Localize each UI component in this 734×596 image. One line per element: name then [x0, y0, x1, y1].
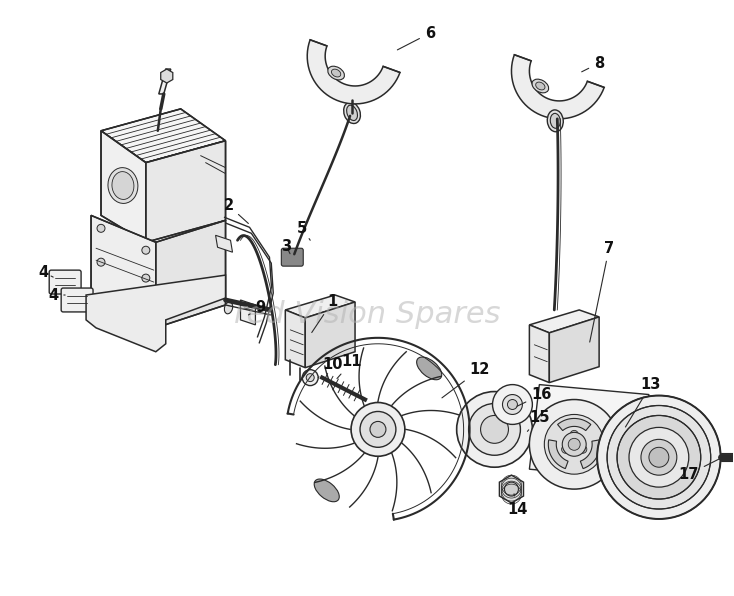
Polygon shape — [241, 300, 255, 325]
Polygon shape — [529, 325, 549, 383]
Ellipse shape — [108, 167, 138, 203]
Circle shape — [503, 395, 523, 414]
Polygon shape — [548, 440, 568, 468]
Circle shape — [97, 258, 105, 266]
Polygon shape — [512, 55, 604, 119]
Ellipse shape — [536, 82, 545, 90]
Ellipse shape — [579, 445, 586, 454]
Polygon shape — [161, 69, 172, 83]
Text: 4: 4 — [48, 287, 65, 303]
Ellipse shape — [314, 479, 339, 502]
Polygon shape — [91, 215, 156, 328]
Circle shape — [568, 438, 580, 451]
Circle shape — [481, 415, 509, 443]
Ellipse shape — [562, 445, 570, 454]
Circle shape — [562, 432, 586, 457]
Polygon shape — [156, 221, 225, 328]
Polygon shape — [308, 40, 400, 104]
Polygon shape — [101, 131, 146, 242]
Text: 14: 14 — [507, 494, 528, 517]
Polygon shape — [305, 302, 355, 368]
Circle shape — [504, 482, 518, 496]
Ellipse shape — [417, 357, 442, 380]
Text: 16: 16 — [517, 387, 551, 406]
Circle shape — [370, 421, 386, 437]
Polygon shape — [549, 317, 599, 383]
FancyBboxPatch shape — [61, 288, 93, 312]
Text: 15: 15 — [528, 410, 550, 432]
Ellipse shape — [532, 79, 548, 93]
Ellipse shape — [550, 113, 560, 128]
Circle shape — [142, 246, 150, 254]
Circle shape — [142, 274, 150, 282]
Circle shape — [457, 392, 532, 467]
Circle shape — [607, 405, 711, 509]
Text: 12: 12 — [442, 362, 490, 398]
Text: 13: 13 — [625, 377, 661, 427]
Circle shape — [649, 448, 669, 467]
Circle shape — [545, 414, 604, 474]
Polygon shape — [286, 310, 305, 368]
Text: 3: 3 — [281, 239, 291, 254]
Circle shape — [507, 399, 517, 409]
Polygon shape — [529, 310, 599, 333]
Circle shape — [493, 384, 532, 424]
Ellipse shape — [225, 302, 233, 314]
Text: 17: 17 — [679, 458, 720, 482]
Ellipse shape — [570, 430, 578, 438]
Text: 6: 6 — [397, 26, 435, 50]
Polygon shape — [581, 440, 600, 468]
Text: 10: 10 — [318, 357, 342, 378]
Circle shape — [351, 402, 405, 457]
Circle shape — [529, 399, 619, 489]
Ellipse shape — [332, 69, 341, 77]
Polygon shape — [216, 235, 233, 252]
Circle shape — [629, 427, 688, 487]
Text: 8: 8 — [581, 55, 604, 72]
FancyBboxPatch shape — [49, 270, 81, 294]
Circle shape — [302, 370, 318, 386]
Text: red Vision Spares: red Vision Spares — [233, 300, 501, 330]
Circle shape — [597, 396, 721, 519]
Polygon shape — [159, 69, 171, 94]
Circle shape — [641, 439, 677, 475]
Text: 5: 5 — [297, 221, 310, 240]
Polygon shape — [146, 141, 225, 242]
Ellipse shape — [346, 105, 357, 120]
Polygon shape — [101, 109, 225, 163]
FancyBboxPatch shape — [281, 248, 303, 266]
Polygon shape — [286, 295, 355, 318]
Circle shape — [468, 403, 520, 455]
Polygon shape — [558, 418, 591, 430]
Ellipse shape — [112, 172, 134, 200]
Text: 7: 7 — [589, 241, 614, 342]
Text: 2: 2 — [223, 198, 248, 224]
Polygon shape — [499, 475, 523, 503]
Text: 11: 11 — [337, 354, 363, 378]
Polygon shape — [86, 275, 225, 352]
Circle shape — [360, 411, 396, 448]
Circle shape — [97, 224, 105, 232]
Ellipse shape — [548, 110, 563, 132]
Text: 9: 9 — [248, 300, 266, 315]
Circle shape — [306, 374, 314, 381]
Circle shape — [617, 415, 701, 499]
Polygon shape — [529, 384, 649, 479]
Text: 4: 4 — [38, 265, 53, 280]
Text: 1: 1 — [312, 294, 337, 333]
Ellipse shape — [328, 66, 344, 80]
Ellipse shape — [344, 103, 360, 123]
